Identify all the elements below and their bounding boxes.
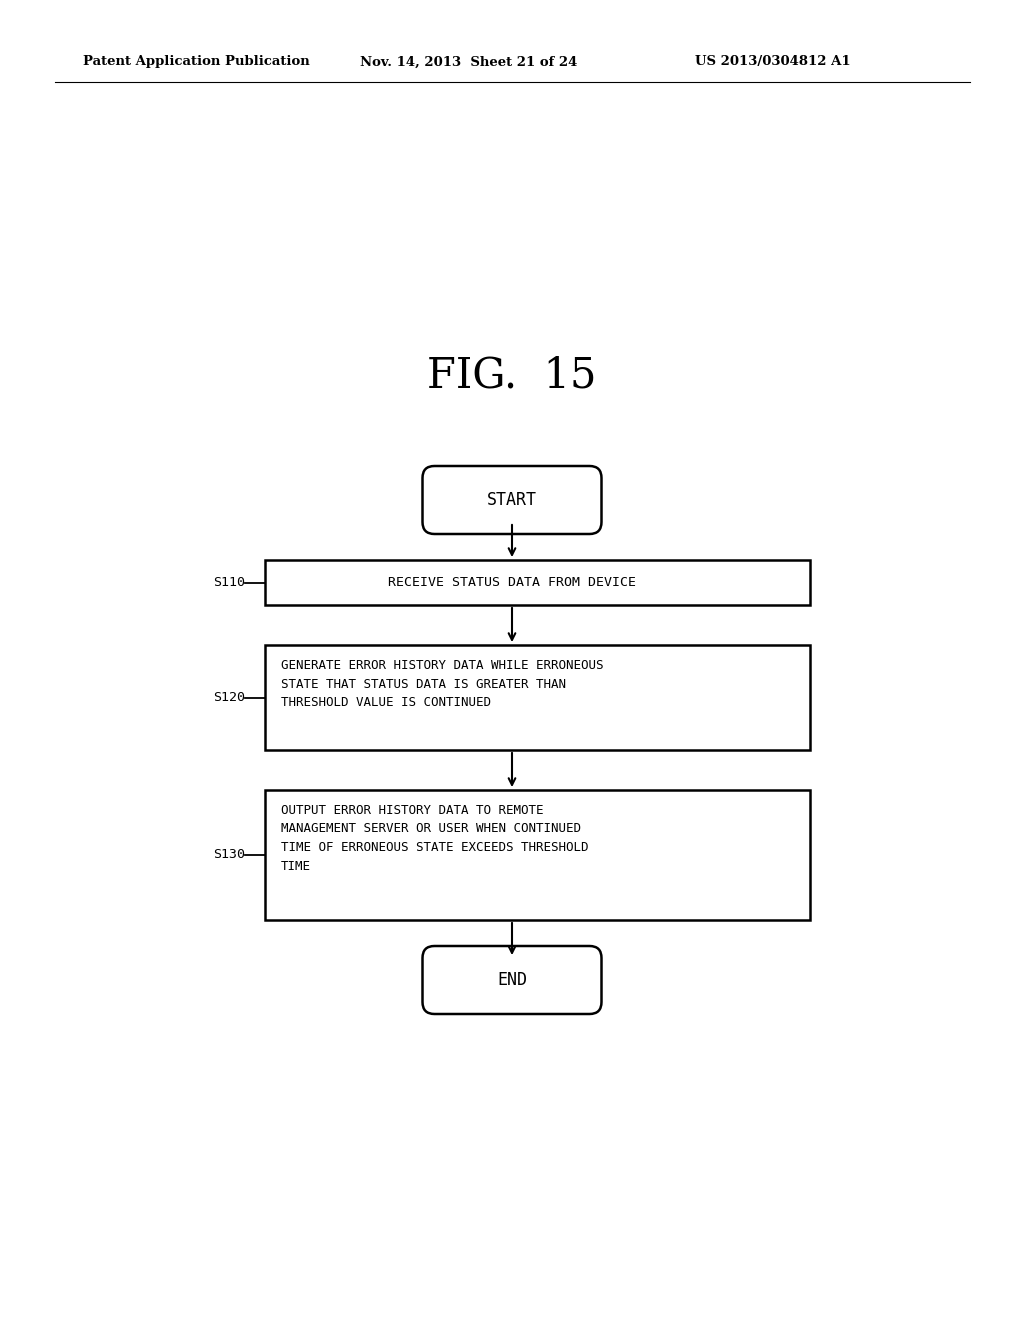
FancyBboxPatch shape <box>423 946 601 1014</box>
Text: END: END <box>497 972 527 989</box>
Bar <box>265 789 810 920</box>
Text: S120: S120 <box>213 690 245 704</box>
Text: FIG.  15: FIG. 15 <box>427 354 597 396</box>
Text: START: START <box>487 491 537 510</box>
Bar <box>265 645 810 750</box>
Text: OUTPUT ERROR HISTORY DATA TO REMOTE
MANAGEMENT SERVER OR USER WHEN CONTINUED
TIM: OUTPUT ERROR HISTORY DATA TO REMOTE MANA… <box>281 804 589 873</box>
Bar <box>265 560 810 605</box>
Text: Patent Application Publication: Patent Application Publication <box>83 55 309 69</box>
Text: US 2013/0304812 A1: US 2013/0304812 A1 <box>695 55 851 69</box>
Text: S130: S130 <box>213 849 245 862</box>
Text: RECEIVE STATUS DATA FROM DEVICE: RECEIVE STATUS DATA FROM DEVICE <box>388 576 636 589</box>
Text: S110: S110 <box>213 576 245 589</box>
Text: GENERATE ERROR HISTORY DATA WHILE ERRONEOUS
STATE THAT STATUS DATA IS GREATER TH: GENERATE ERROR HISTORY DATA WHILE ERRONE… <box>281 659 603 709</box>
FancyBboxPatch shape <box>423 466 601 535</box>
Text: Nov. 14, 2013  Sheet 21 of 24: Nov. 14, 2013 Sheet 21 of 24 <box>360 55 578 69</box>
